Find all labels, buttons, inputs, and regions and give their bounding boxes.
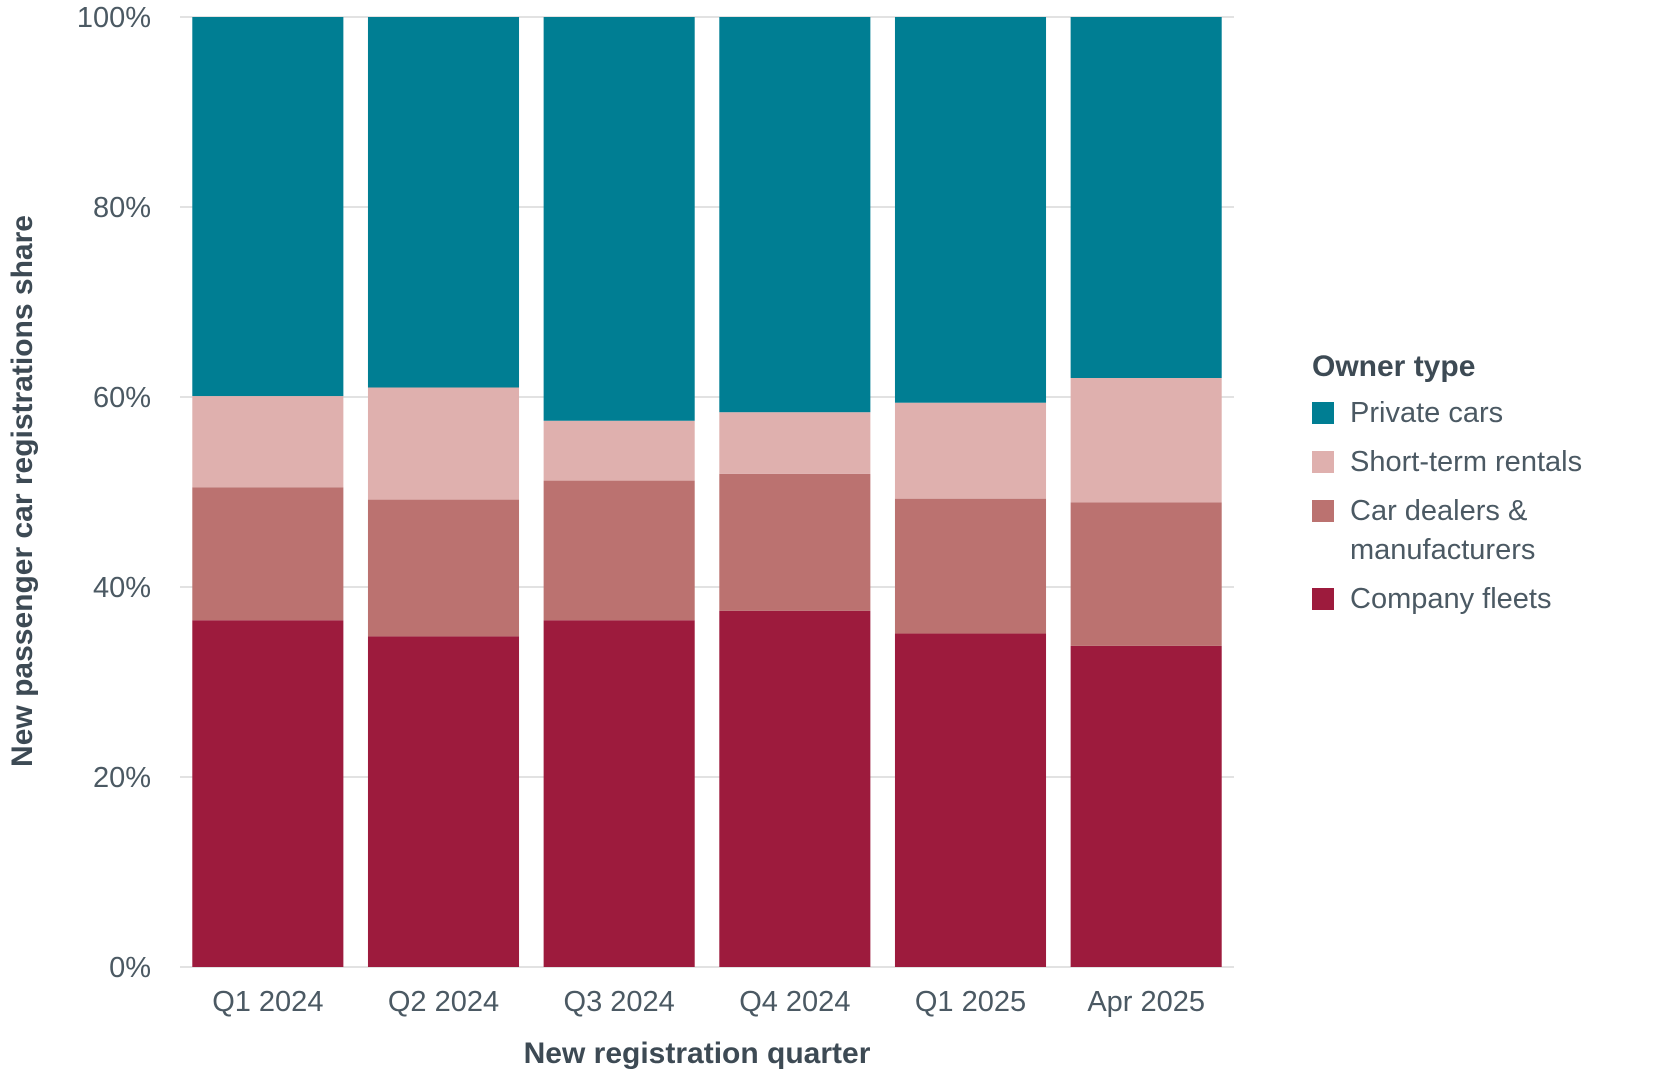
y-tick-label: 80% (93, 192, 151, 224)
legend: Owner type Private cars Short-term renta… (1312, 350, 1655, 629)
bar-segment (367, 387, 520, 500)
x-tick-label: Q2 2024 (388, 986, 499, 1018)
legend-swatch (1312, 588, 1334, 610)
y-tick-label: 100% (77, 2, 151, 34)
bar-segment (894, 402, 1047, 499)
bar-segment (719, 473, 871, 611)
y-tick-label: 0% (109, 952, 151, 984)
bar-segment (1070, 645, 1222, 967)
bar-segment (1070, 502, 1222, 646)
bar-segment (192, 17, 344, 397)
x-tick-label: Apr 2025 (1087, 986, 1205, 1018)
y-tick-label: 40% (93, 572, 151, 604)
legend-item-car-dealers: Car dealers & manufacturers (1312, 492, 1655, 570)
bar-segment (367, 17, 520, 388)
legend-label: Company fleets (1350, 583, 1552, 615)
bar-segment (719, 17, 871, 413)
legend-swatch (1312, 451, 1334, 473)
legend-label: Car dealers & manufacturers (1350, 495, 1536, 566)
bar-segment (367, 499, 520, 637)
bar-segment (543, 17, 695, 421)
bar-segment (543, 480, 695, 621)
y-tick-label: 60% (93, 382, 151, 414)
bar-segment (192, 487, 344, 621)
bar-segment (719, 610, 871, 967)
legend-swatch (1312, 500, 1334, 522)
bar-segment (719, 412, 871, 474)
bar-segment (192, 620, 344, 967)
legend-label: Short-term rentals (1350, 446, 1583, 478)
y-tick-label: 20% (93, 762, 151, 794)
legend-swatch (1312, 402, 1334, 424)
x-tick-label: Q1 2024 (212, 986, 323, 1018)
gridlines (180, 16, 1234, 968)
x-axis-ticks: Q1 2024 Q2 2024 Q3 2024 Q4 2024 Q1 2025 Apr 2… (212, 986, 1205, 1018)
y-axis-title: New passenger car registrations share (6, 215, 39, 767)
legend-title: Owner type (1312, 350, 1476, 383)
bar-segment (543, 620, 695, 967)
x-tick-label: Q3 2024 (564, 986, 675, 1018)
bar-segment (1070, 378, 1222, 503)
x-tick-label: Q1 2025 (915, 986, 1026, 1018)
x-tick-label: Q4 2024 (739, 986, 850, 1018)
bar-segment (894, 498, 1047, 634)
legend-item-short-term-rentals: Short-term rentals (1312, 443, 1655, 482)
bar-segment (894, 17, 1047, 403)
x-axis-title: New registration quarter (524, 1037, 871, 1070)
bars (192, 17, 1222, 967)
bar-segment (894, 633, 1047, 967)
bar-segment (543, 420, 695, 481)
legend-item-company-fleets: Company fleets (1312, 580, 1655, 619)
bar-segment (1070, 17, 1222, 378)
legend-label: Private cars (1350, 397, 1504, 429)
legend-item-private-cars: Private cars (1312, 394, 1655, 433)
y-axis-ticks: 0% 20% 40% 60% 80% 100% (77, 2, 151, 984)
bar-segment (367, 636, 520, 967)
bar-segment (192, 396, 344, 488)
